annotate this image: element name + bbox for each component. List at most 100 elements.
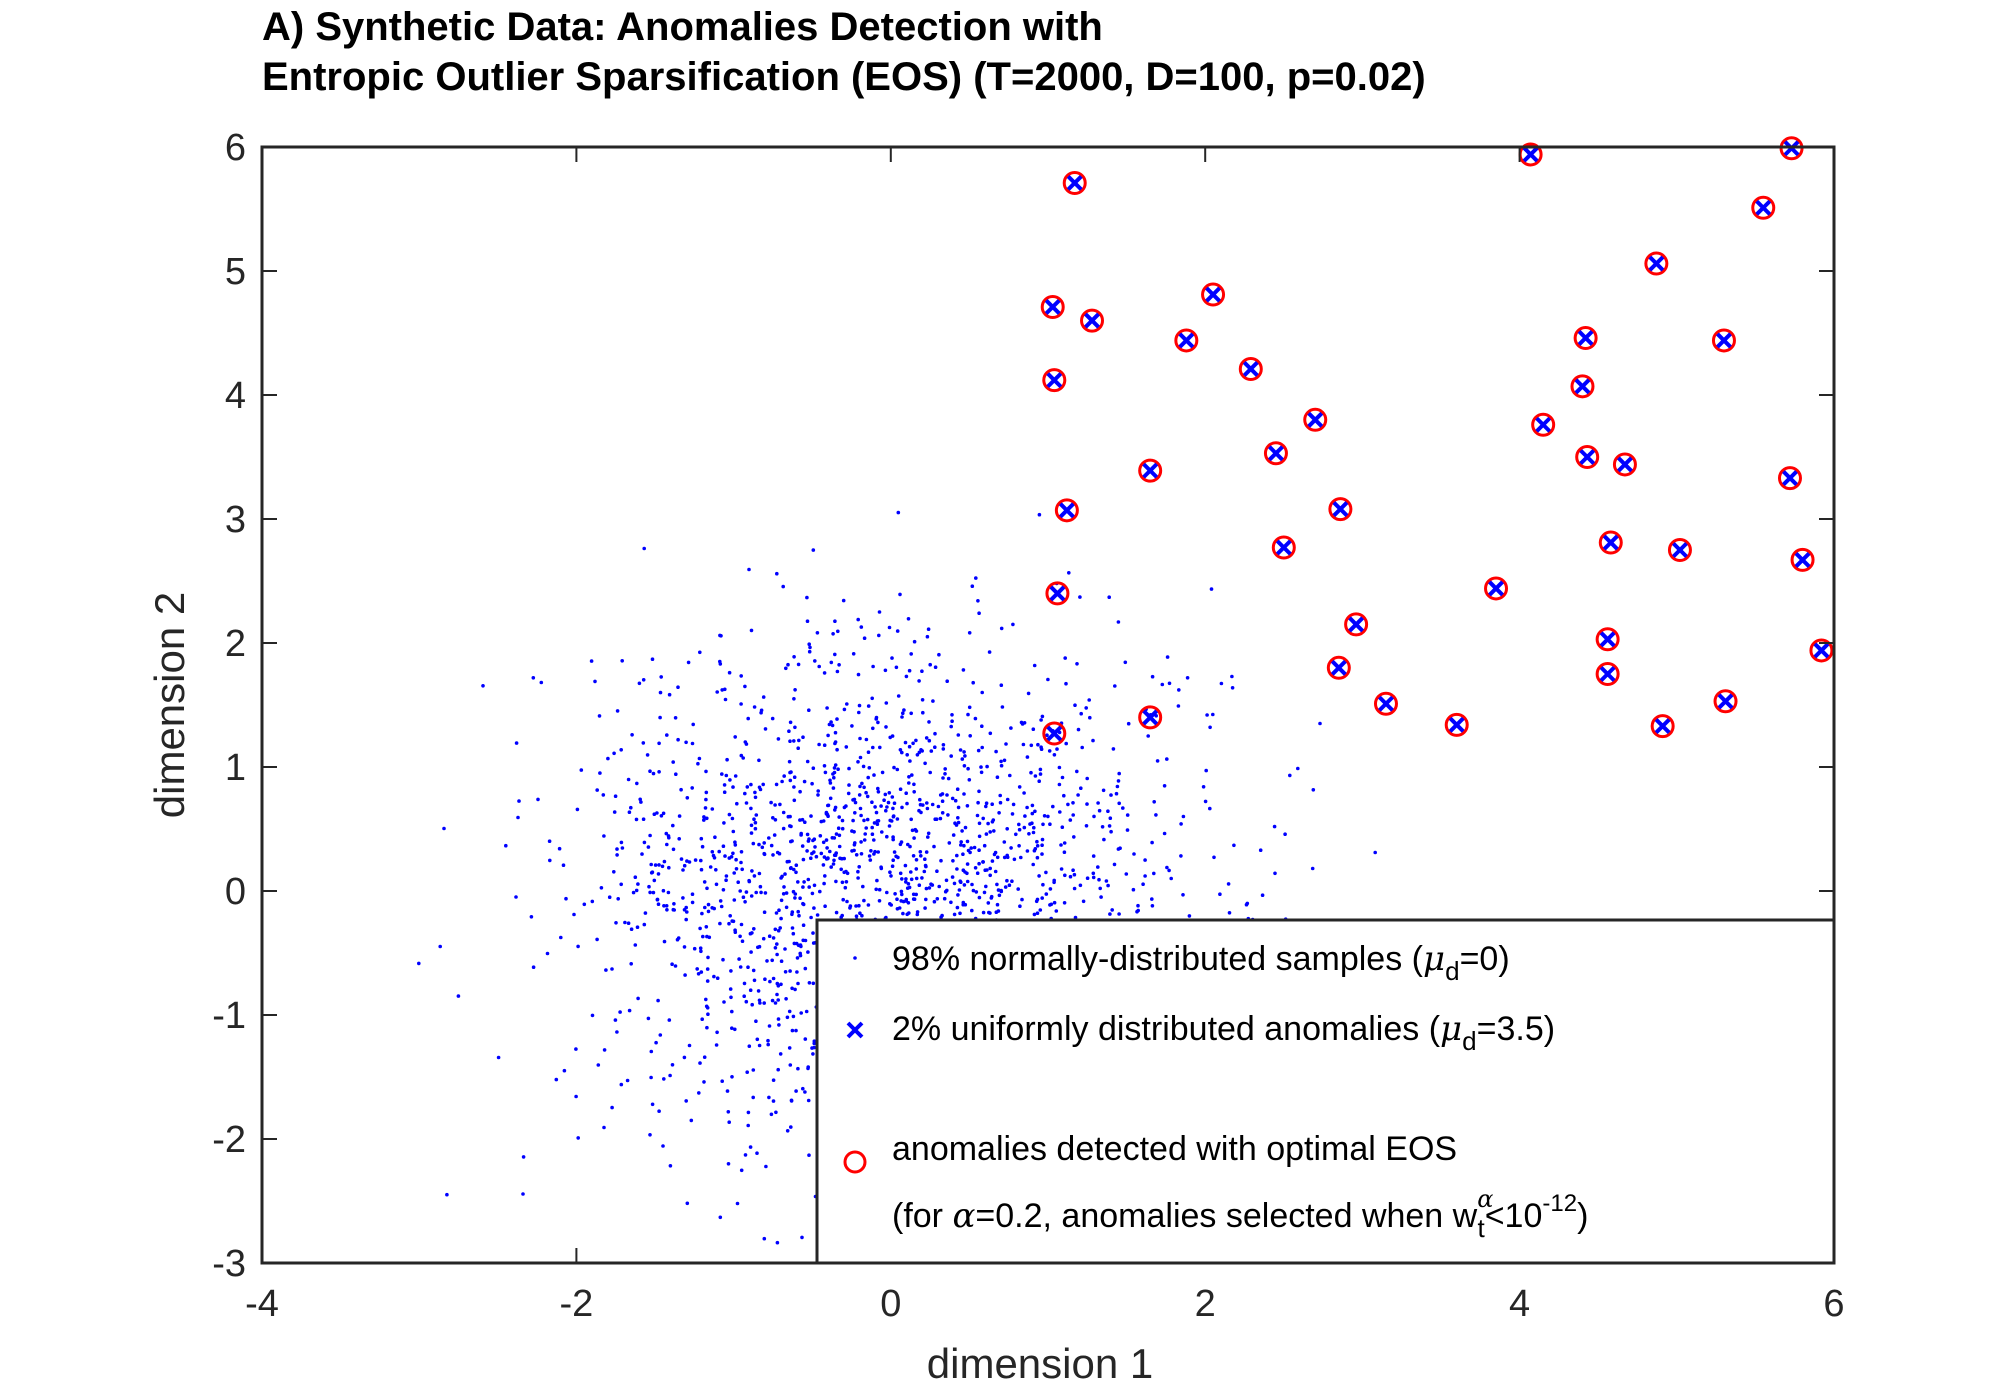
normal-sample-point (649, 862, 653, 867)
normal-sample-point (852, 843, 857, 847)
normal-sample-point (982, 890, 987, 895)
normal-sample-point (894, 665, 899, 670)
normal-sample-point (819, 851, 824, 856)
normal-sample-point (607, 895, 612, 899)
normal-sample-point (1008, 773, 1012, 778)
normal-sample-point (793, 987, 797, 992)
normal-sample-point (841, 598, 846, 603)
normal-sample-point (896, 510, 901, 515)
normal-sample-point (967, 631, 972, 635)
x-tick-label: 0 (880, 1283, 901, 1325)
normal-sample-point (1097, 877, 1101, 882)
normal-sample-point (882, 798, 886, 802)
normal-sample-point (867, 766, 872, 770)
normal-sample-point (1005, 797, 1010, 802)
normal-sample-point (561, 863, 566, 867)
normal-sample-point (648, 769, 652, 773)
normal-sample-point (786, 662, 790, 667)
anomaly-point (1042, 721, 1067, 746)
normal-sample-point (1272, 824, 1277, 829)
normal-sample-point (684, 1099, 688, 1103)
normal-sample-point (1160, 682, 1165, 687)
normal-sample-point (923, 906, 927, 910)
normal-sample-point (868, 858, 873, 862)
anomaly-point (1062, 170, 1087, 195)
normal-sample-point (610, 1105, 614, 1110)
normal-sample-point (672, 908, 676, 912)
normal-sample-point (842, 870, 846, 875)
normal-sample-point (596, 1063, 601, 1067)
normal-sample-point (773, 946, 778, 950)
normal-sample-point (1052, 753, 1057, 757)
normal-sample-point (876, 720, 880, 725)
normal-sample-point (636, 996, 640, 1001)
normal-sample-point (966, 848, 971, 853)
normal-sample-point (738, 889, 742, 893)
normal-sample-point (891, 814, 896, 819)
normal-sample-point (729, 995, 733, 1000)
normal-sample-point (887, 791, 892, 795)
y-tick-label: 5 (225, 251, 246, 293)
normal-sample-point (673, 716, 678, 720)
normal-sample-point (968, 734, 972, 738)
normal-sample-point (750, 869, 754, 873)
normal-sample-point (777, 908, 781, 912)
normal-sample-point (787, 1009, 792, 1014)
normal-sample-point (1035, 839, 1039, 844)
anomaly-cross (1046, 725, 1063, 742)
normal-sample-point (690, 892, 695, 896)
normal-sample-point (727, 670, 732, 675)
normal-sample-point (1204, 768, 1208, 773)
normal-sample-point (782, 885, 786, 889)
normal-sample-point (562, 1068, 567, 1073)
normal-sample-point (767, 934, 772, 938)
normal-sample-point (906, 882, 911, 886)
normal-sample-point (1209, 587, 1214, 591)
normal-sample-point (946, 776, 951, 781)
normal-sample-point (757, 871, 762, 876)
normal-sample-point (672, 902, 676, 906)
normal-sample-point (706, 902, 711, 907)
normal-sample-point (706, 909, 711, 914)
detected-circle (1138, 458, 1163, 483)
normal-sample-point (858, 736, 862, 741)
normal-sample-point (933, 731, 937, 736)
normal-sample-point (1150, 904, 1155, 908)
normal-sample-point (876, 786, 880, 791)
normal-sample-point (676, 737, 680, 742)
normal-sample-point (889, 874, 893, 878)
normal-sample-point (619, 840, 624, 845)
normal-sample-point (1212, 855, 1216, 860)
normal-sample-point (920, 876, 924, 880)
normal-sample-point (752, 978, 757, 983)
normal-sample-point (1038, 767, 1043, 772)
normal-sample-point (946, 813, 950, 817)
normal-sample-point (686, 660, 691, 665)
normal-sample-point (969, 846, 973, 850)
normal-sample-point (935, 897, 940, 901)
normal-sample-point (924, 897, 928, 902)
normal-sample-point (951, 859, 955, 863)
normal-sample-point (875, 878, 879, 883)
normal-sample-point (984, 832, 989, 836)
normal-sample-point (646, 1016, 651, 1021)
normal-sample-point (933, 665, 938, 669)
normal-sample-point (940, 811, 945, 815)
normal-sample-point (1116, 779, 1121, 783)
normal-sample-point (862, 818, 866, 823)
normal-sample-point (739, 1168, 744, 1173)
normal-sample-point (1071, 868, 1075, 872)
normal-sample-point (898, 592, 902, 597)
normal-sample-point (650, 870, 655, 874)
normal-sample-point (1152, 800, 1156, 804)
normal-sample-point (798, 789, 802, 794)
normal-sample-point (699, 949, 703, 954)
normal-sample-point (674, 772, 678, 776)
normal-sample-point (977, 834, 982, 839)
anomaly-cross (1307, 411, 1324, 428)
normal-sample-point (712, 974, 716, 979)
normal-sample-point (766, 1038, 770, 1043)
normal-sample-point (999, 763, 1004, 768)
normal-sample-point (701, 934, 705, 939)
